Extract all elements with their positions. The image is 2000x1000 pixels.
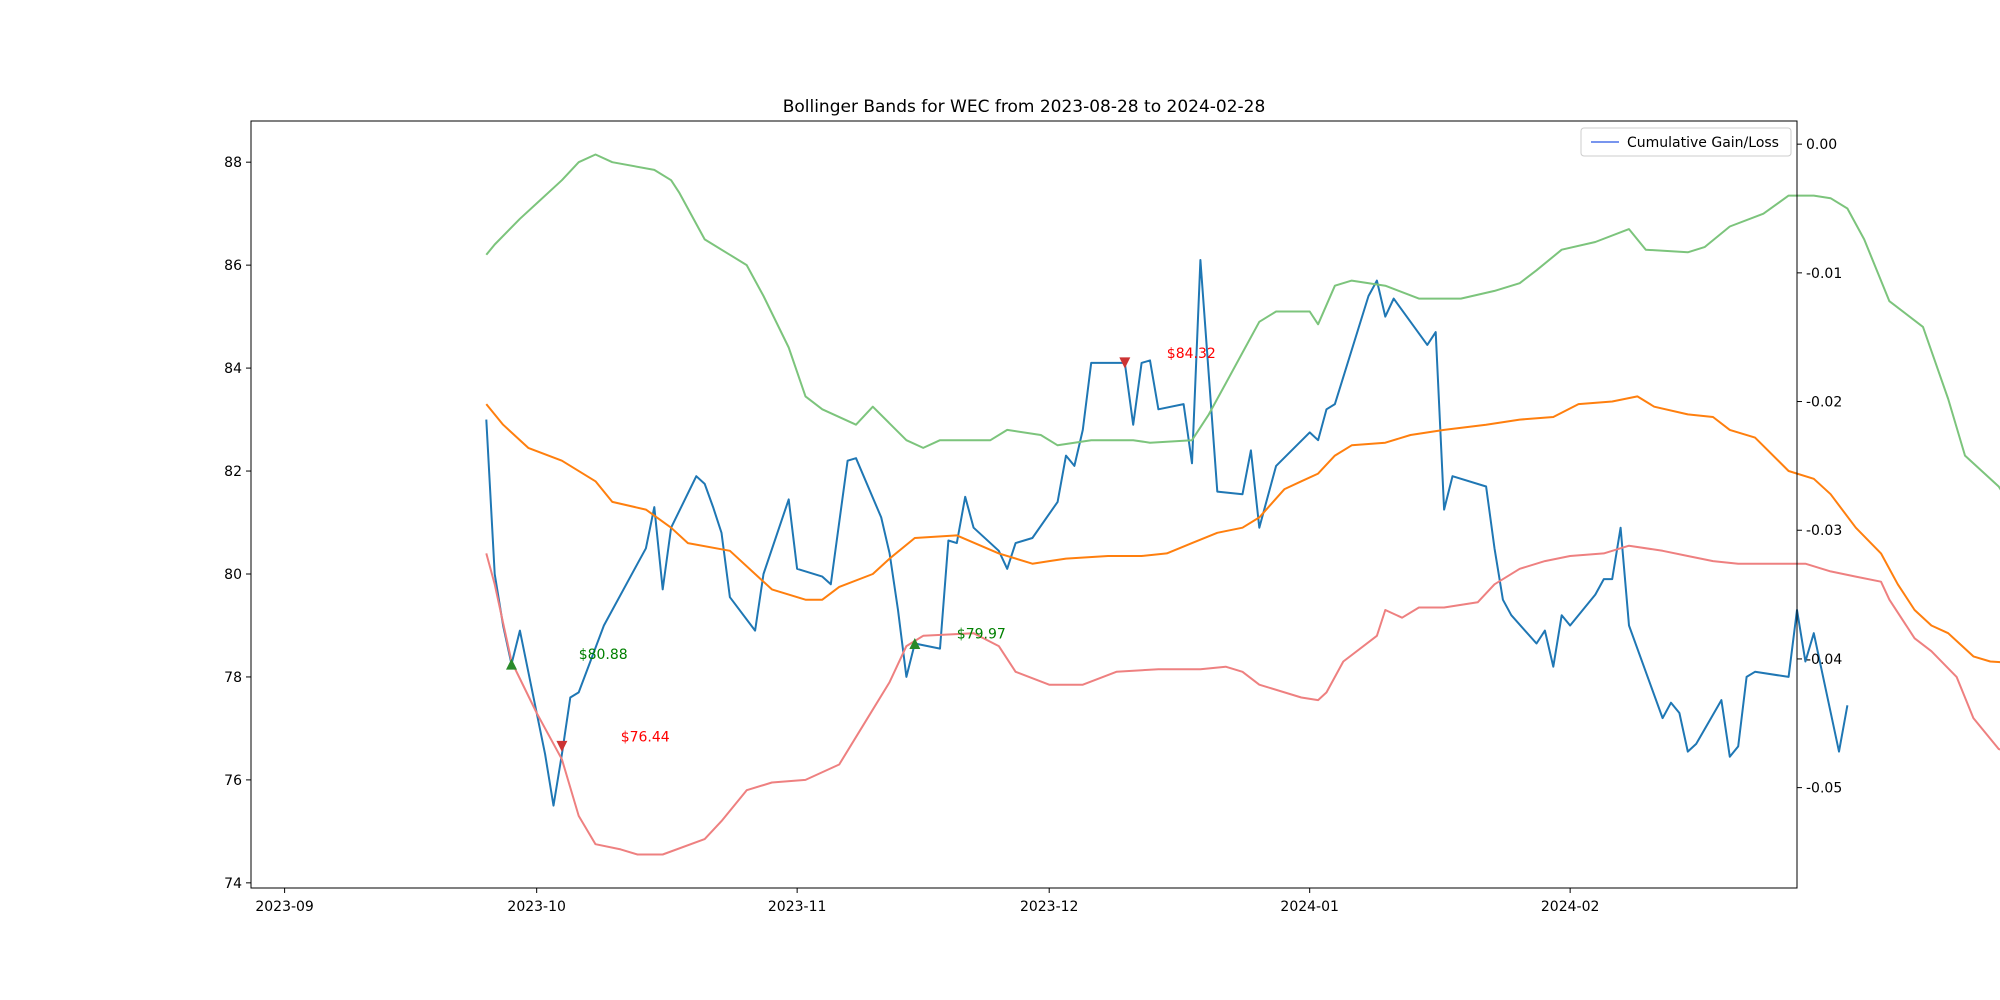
x-tick-label-1: 2023-10 [507,899,566,915]
y-axis-left: 74 76 78 80 82 84 86 88 [224,155,251,892]
series-line-lower_band [485,544,2000,856]
legend: Cumulative Gain/Loss [1580,127,1792,157]
y-tick-label-0: 74 [224,876,242,892]
y2-tick-label-0: 0.00 [1806,137,1837,153]
marker-layer [506,357,1131,752]
y2-tick-label-2: -0.02 [1806,395,1842,411]
y-tick-label-5: 84 [224,361,242,377]
chart-title: Bollinger Bands for WEC from 2023-08-28 … [783,97,1266,117]
y-tick-label-2: 78 [224,670,242,686]
legend-box [1580,127,1792,157]
price-annotation-3: $84.32 [1167,346,1216,362]
annotation-layer: $80.88 $76.44 $79.97 $84.32 [579,346,1216,746]
y2-tick-label-1: -0.01 [1806,266,1842,282]
legend-label: Cumulative Gain/Loss [1627,135,1779,151]
price-annotation-0: $80.88 [579,647,628,663]
y-tick-label-1: 76 [224,773,242,789]
series-line-close [485,259,1849,807]
x-tick-label-3: 2023-12 [1020,899,1079,915]
y-tick-label-3: 80 [224,567,242,583]
plot-frame [250,120,1798,889]
marker-triangle-down-3 [1119,357,1131,369]
y-axis-right: 0.00 -0.01 -0.02 -0.03 -0.04 -0.05 [1797,137,1842,797]
y2-tick-label-3: -0.03 [1806,523,1842,539]
y2-tick-label-5: -0.05 [1806,781,1842,797]
x-tick-label-2: 2023-11 [768,899,827,915]
marker-triangle-up-0 [506,658,517,670]
y2-tick-label-4: -0.04 [1806,652,1842,668]
marker-triangle-down-1 [556,740,568,752]
marker-triangle-up-2 [909,638,921,649]
y-tick-label-4: 82 [224,464,242,480]
series-line-middle_band [485,395,2000,664]
x-tick-label-5: 2024-02 [1541,899,1600,915]
y-tick-label-7: 88 [224,155,242,171]
x-tick-label-0: 2023-09 [255,899,314,915]
price-annotation-2: $79.97 [957,626,1006,642]
x-tick-label-4: 2024-01 [1280,899,1339,915]
series-line-upper_band [485,153,2000,491]
price-annotation-1: $76.44 [621,729,670,745]
x-axis: 2023-09 2023-10 2023-11 2023-12 2024-01 2024-… [255,888,1599,915]
y-tick-label-6: 86 [224,258,242,274]
series-layer [485,153,2000,856]
